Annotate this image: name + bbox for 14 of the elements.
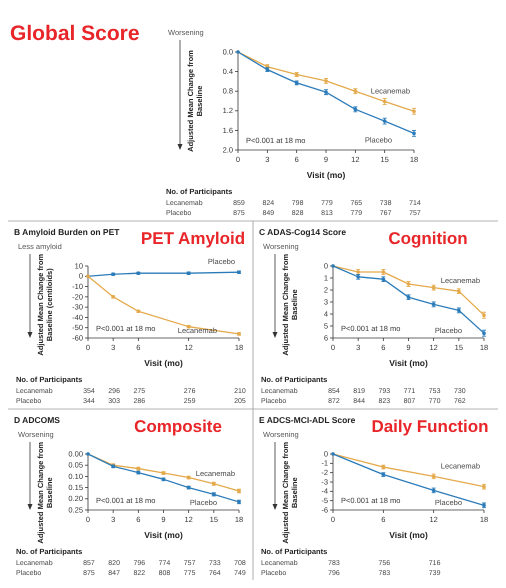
chart-subtitle: C ADAS-Cog14 Score [259,227,346,237]
x-axis-title: Visit (mo) [389,530,428,540]
chart-title: Composite [134,417,222,436]
x-axis-title: Visit (mo) [389,358,428,368]
chart-title: Daily Function [371,417,489,436]
x-axis-title: Visit (mo) [306,170,346,180]
chart-subtitle: E ADCS-MCI-ADL Score [259,415,356,425]
chart-title: PET Amyloid [140,229,246,248]
chart-subtitle: B Amyloid Burden on PET [14,227,120,237]
x-axis-title: Visit (mo) [144,530,183,540]
chart-subtitle: D ADCOMS [14,415,60,425]
x-axis-title: Visit (mo) [144,358,183,368]
chart-title: Global Score [10,22,140,45]
chart-title: Cognition [388,229,468,248]
